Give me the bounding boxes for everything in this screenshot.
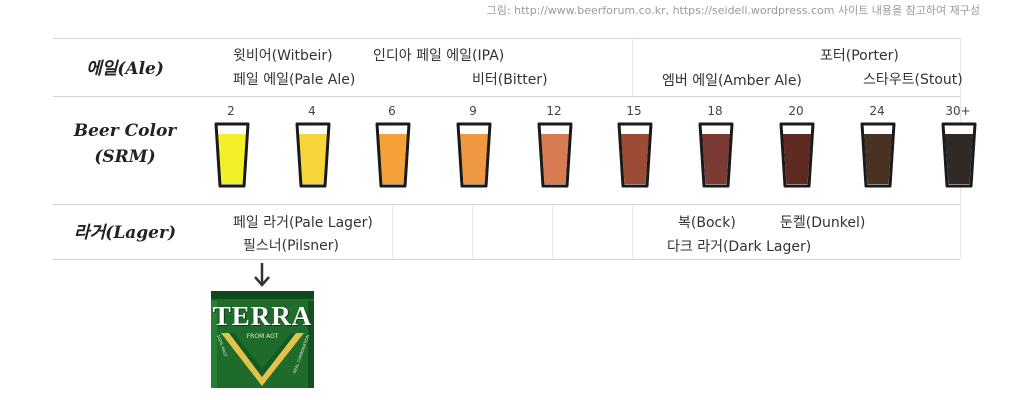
ale-style-witbier: 윗비어(Witbeir) (233, 48, 333, 64)
srm-label: 9 (469, 104, 477, 118)
beer-glass-srm-24 (860, 122, 896, 188)
srm-label: 12 (546, 104, 562, 118)
srm-label: 2 (227, 104, 235, 118)
table-rule-ale (53, 96, 960, 97)
beer-glass-srm-15 (617, 122, 653, 188)
row-label-lager: 라거(Lager) (74, 223, 176, 243)
beer-glass-srm-6 (375, 122, 411, 188)
srm-label: 15 (626, 104, 642, 118)
beer-glass-srm-20 (779, 122, 815, 188)
row-label-ale: 에일(Ale) (86, 59, 164, 79)
srm-label: 24 (869, 104, 885, 118)
srm-label: 6 (388, 104, 396, 118)
can-subtitle: FROM AGT (246, 333, 279, 340)
row-label-color: Beer Color (SRM) (60, 118, 190, 170)
ale-style-stout: 스타우트(Stout) (863, 72, 963, 88)
table-rule-bottom (53, 259, 960, 260)
grid-line (472, 204, 473, 259)
row-label-color-line2: (SRM) (94, 147, 156, 167)
grid-line (392, 204, 393, 259)
beer-glass-srm-18 (698, 122, 734, 188)
grid-line (632, 38, 633, 96)
ale-style-ipa: 인디아 페일 에일(IPA) (373, 48, 505, 64)
ale-style-porter: 포터(Porter) (820, 48, 899, 64)
ale-style-amber-ale: 엠버 에일(Amber Ale) (662, 73, 802, 89)
srm-label: 20 (788, 104, 804, 118)
lager-style-pale-lager: 페일 라거(Pale Lager) (233, 215, 373, 231)
table-rule-top (53, 38, 960, 39)
ale-style-bitter: 비터(Bitter) (472, 72, 548, 88)
source-credit: 그림: http://www.beerforum.co.kr, https://… (486, 4, 980, 17)
row-label-color-line1: Beer Color (73, 121, 177, 141)
grid-line (552, 204, 553, 259)
table-rule-color (53, 204, 960, 205)
lager-style-pilsner: 필스너(Pilsner) (243, 238, 340, 254)
terra-beer-can: TERRA FROM AGT 100% MALT REAL CARBONATIO… (211, 291, 314, 388)
grid-line (632, 204, 633, 259)
srm-label: 30+ (945, 104, 971, 118)
beer-glass-srm-2 (214, 122, 250, 188)
ale-style-pale-ale: 페일 에일(Pale Ale) (233, 72, 356, 88)
lager-style-dark-lager: 다크 라거(Dark Lager) (667, 239, 812, 255)
beer-glass-srm-12 (537, 122, 573, 188)
srm-label: 4 (308, 104, 316, 118)
lager-style-dunkel: 둔켈(Dunkel) (780, 215, 866, 231)
lager-style-bock: 복(Bock) (678, 215, 736, 231)
beer-glass-srm-30plus (941, 122, 977, 188)
srm-label: 18 (707, 104, 723, 118)
can-brand: TERRA (212, 301, 313, 331)
beer-glass-srm-9 (456, 122, 492, 188)
beer-glass-srm-4 (295, 122, 331, 188)
down-arrow-icon (254, 263, 270, 287)
can-graphic (211, 291, 314, 388)
